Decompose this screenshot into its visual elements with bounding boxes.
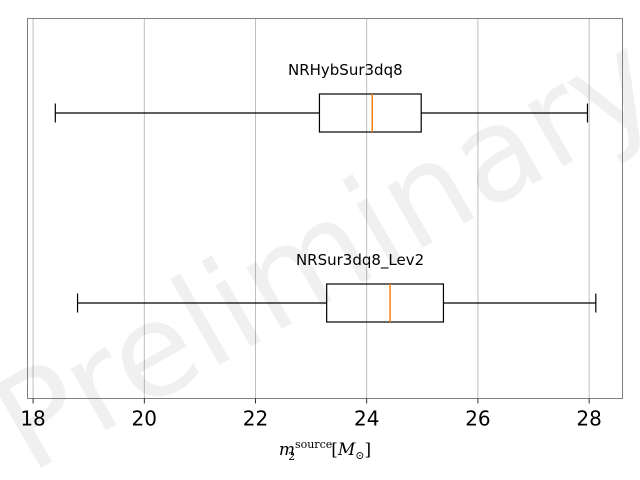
boxes: NRHybSur3dq8 NRSur3dq8_Lev2 <box>54 61 597 323</box>
x-tick-label-20: 20 <box>132 407 157 431</box>
x-tick-label-18: 18 <box>20 407 45 431</box>
x-label-unit-base: M <box>337 440 356 460</box>
x-label-base: m <box>279 440 295 460</box>
box-label-2: NRSur3dq8_Lev2 <box>296 251 424 270</box>
x-tick-label-26: 26 <box>465 407 490 431</box>
iqr-box-1 <box>318 93 422 133</box>
x-label-bracket-open: [ <box>331 440 338 460</box>
x-label-sup: source <box>295 438 332 451</box>
x-axis-label: msource 2 [M⊙] <box>279 438 371 463</box>
box-label-1: NRHybSur3dq8 <box>288 61 403 79</box>
box-1: NRHybSur3dq8 <box>54 61 589 133</box>
x-label-bracket-close: ] <box>365 440 372 460</box>
grid-lines <box>32 18 590 399</box>
x-axis-ticks: 18 20 22 24 26 28 <box>20 398 602 431</box>
x-label-sub: 2 <box>288 450 295 463</box>
x-label-unit-sub: ⊙ <box>355 449 364 462</box>
iqr-box-2 <box>326 283 445 323</box>
plot-frame <box>27 18 623 399</box>
x-tick-label-22: 22 <box>243 407 268 431</box>
box-2: NRSur3dq8_Lev2 <box>76 251 597 323</box>
x-tick-label-24: 24 <box>354 407 379 431</box>
x-tick-label-28: 28 <box>576 407 601 431</box>
